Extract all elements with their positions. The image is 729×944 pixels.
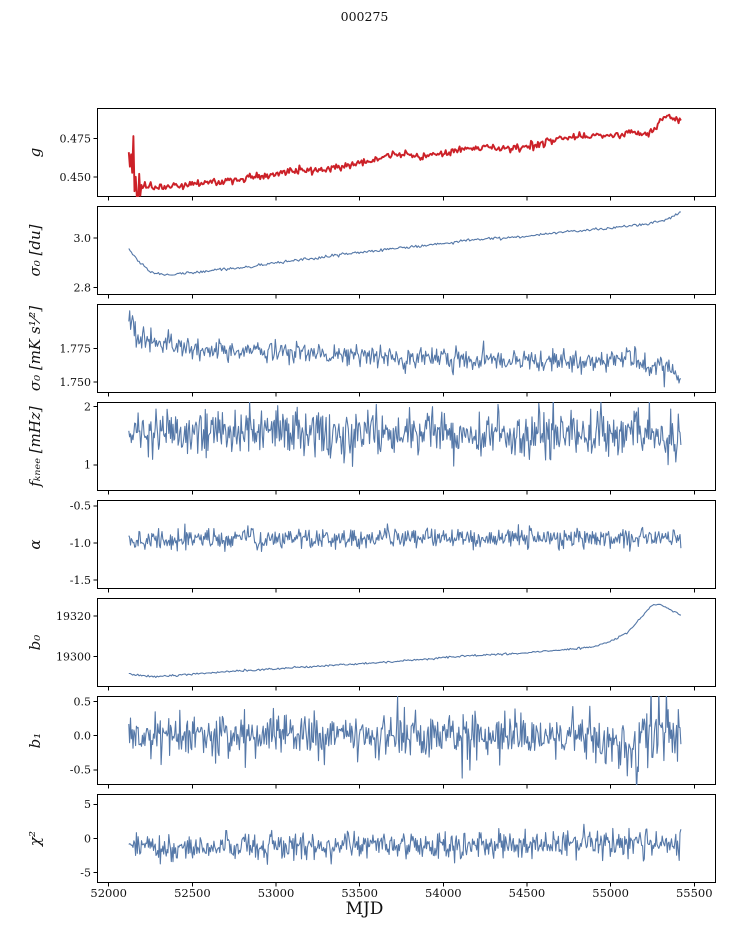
axes-frame — [97, 206, 716, 295]
axes-frame — [97, 500, 716, 589]
y-axis-label-sigma0-mks: σ₀ [mK s¹⁄²] — [26, 306, 44, 391]
y-axis-label-alpha: α — [26, 539, 44, 549]
figure-title: 000275 — [340, 9, 389, 24]
panel-svg-b0: 19320 19300 b₀ — [26, 598, 716, 691]
y-tick-label: 0.0 — [74, 730, 92, 743]
x-tick-label: 53000 — [258, 886, 295, 900]
panel-g: 0.475 0.450 g — [0, 108, 729, 201]
y-tick-label: 19320 — [56, 610, 91, 623]
y-tick-label: 1.775 — [60, 342, 92, 355]
y-axis-label-chi2: χ² — [26, 831, 44, 847]
axes-frame — [97, 402, 716, 491]
data-series-sigma0-mks — [128, 310, 682, 388]
x-axis-area: 52000 52500 53000 53500 54000 54500 55000 55500 — [0, 883, 729, 944]
data-series-sigma0-du — [128, 211, 681, 276]
data-series-b1 — [128, 696, 682, 785]
y-axis-label-b0: b₀ — [26, 635, 44, 651]
plots-container: 0.475 0.450 g 3.0 2.8 σ₀ [du] 1.775 1.750 σ₀ [mK… — [0, 108, 729, 892]
y-axis-label-g: g — [26, 148, 44, 158]
x-axis-label: MJD — [345, 899, 384, 919]
x-tick-label: 52500 — [174, 886, 211, 900]
y-axis-label-fknee: fₖₙₑₑ [mHz] — [26, 406, 44, 488]
y-tick-label: 1.750 — [60, 376, 92, 389]
data-series-alpha — [128, 523, 682, 553]
panel-sigma0-du: 3.0 2.8 σ₀ [du] — [0, 206, 729, 299]
y-tick-label: -1.5 — [70, 574, 91, 587]
y-tick-label: 0 — [84, 832, 91, 845]
x-tick-label: 53500 — [341, 886, 378, 900]
y-tick-label: -5 — [80, 867, 91, 880]
panel-fknee: 2 1 fₖₙₑₑ [mHz] — [0, 400, 729, 495]
data-series-g — [127, 113, 682, 197]
y-axis-label-sigma0-du: σ₀ [du] — [26, 224, 44, 276]
data-series-fknee — [128, 402, 682, 467]
y-axis-label-b1: b₁ — [26, 733, 44, 749]
y-tick-label: 0.5 — [74, 695, 92, 708]
axes-frame — [97, 304, 716, 393]
panel-alpha: -0.5 -1.0 -1.5 α — [0, 500, 729, 593]
panel-chi2: 5 0 -5 χ² — [0, 794, 729, 887]
y-tick-label: 2 — [84, 400, 91, 413]
panel-svg-sigma0-du: 3.0 2.8 σ₀ [du] — [26, 206, 716, 299]
x-axis-svg: 52000 52500 53000 53500 54000 54500 55000 55500 — [90, 886, 713, 900]
panel-sigma0-mks: 1.775 1.750 σ₀ [mK s¹⁄²] — [0, 304, 729, 397]
y-tick-label: 2.8 — [74, 281, 92, 294]
axes-frame — [97, 696, 716, 785]
y-tick-label: 19300 — [56, 650, 91, 663]
axes-frame — [97, 108, 716, 197]
x-tick-label: 54500 — [509, 886, 546, 900]
panel-svg-b1: 0.5 0.0 -0.5 b₁ — [26, 695, 716, 789]
y-tick-label: 0.475 — [60, 132, 92, 145]
y-tick-label: -0.5 — [70, 500, 91, 513]
x-tick-label: 54000 — [425, 886, 462, 900]
y-tick-label: -1.0 — [70, 537, 91, 550]
x-tick-label: 55500 — [676, 886, 713, 900]
axes-frame — [97, 598, 716, 687]
data-series-b0 — [128, 603, 682, 679]
y-tick-label: -0.5 — [70, 764, 91, 777]
panel-svg-g: 0.475 0.450 g — [26, 108, 716, 201]
panel-svg-alpha: -0.5 -1.0 -1.5 α — [26, 500, 716, 593]
panel-svg-chi2: 5 0 -5 χ² — [26, 794, 716, 887]
y-tick-label: 1 — [84, 459, 91, 472]
panel-b0: 19320 19300 b₀ — [0, 598, 729, 691]
panel-svg-fknee: 2 1 fₖₙₑₑ [mHz] — [26, 400, 716, 495]
data-series-chi2 — [128, 823, 682, 865]
y-tick-label: 3.0 — [74, 232, 92, 245]
x-tick-label: 52000 — [90, 886, 127, 900]
y-tick-label: 0.450 — [60, 171, 92, 184]
panel-b1: 0.5 0.0 -0.5 b₁ — [0, 695, 729, 789]
panel-svg-sigma0-mks: 1.775 1.750 σ₀ [mK s¹⁄²] — [26, 304, 716, 397]
x-tick-label: 55000 — [592, 886, 629, 900]
axes-frame — [97, 794, 716, 883]
y-tick-label: 5 — [84, 798, 91, 811]
